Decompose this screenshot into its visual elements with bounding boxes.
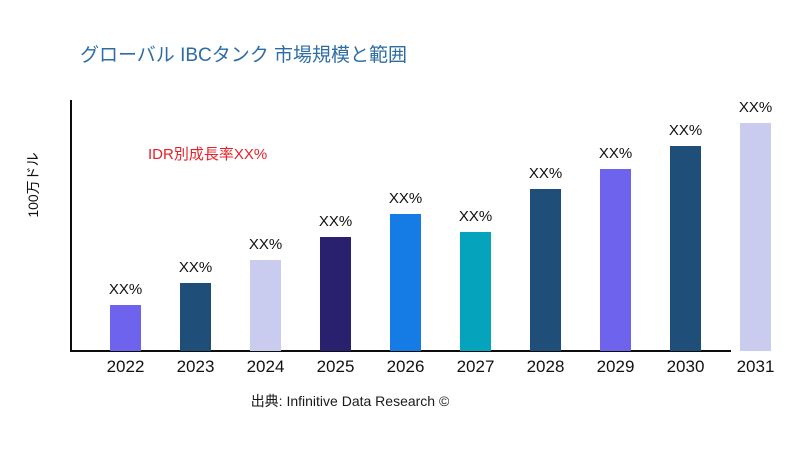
x-axis-line [70,350,731,352]
source-note: 出典: Infinitive Data Research © [250,393,450,409]
bar-group-2023: XX% 2023 [161,259,231,376]
chart-title: グローバル IBCタンク 市場規模と範囲 [80,45,408,66]
bar-group-2027: XX% 2027 [441,208,511,376]
bar-group-2024: XX% 2024 [231,236,301,376]
x-tick-label-2030: 2030 [666,357,705,376]
bar-2026 [390,214,421,351]
bar-group-2031: XX% 2031 [721,99,791,376]
bar-group-2029: XX% 2029 [581,145,651,376]
bar-value-label-2029: XX% [598,145,633,162]
x-tick-label-2026: 2026 [386,357,425,376]
bar-group-2026: XX% 2026 [371,190,441,376]
bar-2024 [250,260,281,351]
bar-2028 [530,189,561,351]
bar-2031 [740,123,771,351]
x-tick-label-2029: 2029 [596,357,635,376]
bar-group-2022: XX% 2022 [91,281,161,376]
bar-value-label-2025: XX% [318,213,353,230]
x-tick-label-2031: 2031 [736,357,775,376]
bar-2030 [670,146,701,351]
x-tick-label-2023: 2023 [176,357,215,376]
bar-2029 [600,169,631,351]
bar-value-label-2031: XX% [738,99,773,116]
x-tick-label-2025: 2025 [316,357,355,376]
x-tick-label-2024: 2024 [246,357,285,376]
bar-value-label-2023: XX% [178,259,213,276]
x-tick-label-2027: 2027 [456,357,495,376]
bar-group-2028: XX% 2028 [511,165,581,376]
bar-value-label-2024: XX% [248,236,283,253]
growth-rate-annotation: IDR別成長率XX% [148,146,268,163]
bar-2023 [180,283,211,351]
bar-value-label-2030: XX% [668,122,703,139]
bar-value-label-2027: XX% [458,208,493,225]
bar-group-2030: XX% 2030 [651,122,721,376]
bar-2025 [320,237,351,351]
bar-value-label-2022: XX% [108,281,143,298]
bar-2022 [110,305,141,351]
x-tick-label-2022: 2022 [106,357,145,376]
x-tick-label-2028: 2028 [526,357,565,376]
y-axis-line [70,100,72,352]
bar-value-label-2026: XX% [388,190,423,207]
y-axis-label: 100万ドル [25,152,41,218]
bar-2027 [460,232,491,351]
bar-value-label-2028: XX% [528,165,563,182]
bar-group-2025: XX% 2025 [301,213,371,376]
